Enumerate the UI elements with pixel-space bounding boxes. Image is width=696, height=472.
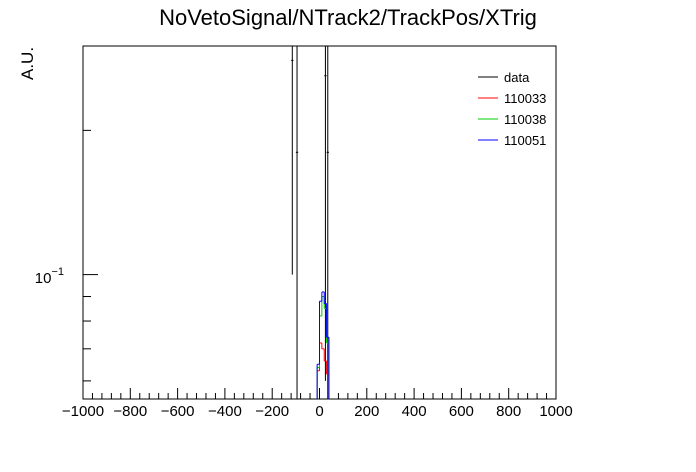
y-tick-exponent: −1 (51, 266, 64, 278)
y-tick-base: 10 (35, 270, 52, 287)
series-110051 (316, 291, 330, 399)
x-tick-label: 600 (449, 403, 474, 420)
legend-label-110051: 110051 (504, 133, 546, 148)
plot-area (291, 46, 330, 399)
x-tick-label: 800 (496, 403, 521, 420)
x-tick-label: 400 (402, 403, 427, 420)
x-tick-label: 1000 (539, 403, 572, 420)
y-axis-label: A.U. (18, 47, 37, 80)
x-tick-label: −400 (208, 403, 242, 420)
legend-label-110038: 110038 (504, 112, 546, 127)
legend-label-110033: 110033 (504, 91, 546, 106)
series-data (291, 46, 329, 399)
x-axis: −1000 −800 −600 −400 −200 0 200 400 600 800 1000 (62, 388, 573, 420)
legend: data 110033 110038 110051 (478, 70, 546, 148)
x-tick-label: 0 (315, 403, 323, 420)
x-tick-label: 200 (354, 403, 379, 420)
x-tick-label: −800 (113, 403, 147, 420)
x-tick-label: −600 (161, 403, 195, 420)
x-tick-label: −200 (255, 403, 289, 420)
y-axis: 10−1 (35, 129, 98, 382)
legend-label-data: data (504, 70, 530, 85)
chart-title: NoVetoSignal/NTrack2/TrackPos/XTrig (159, 5, 537, 30)
y-tick-label-major: 10−1 (35, 266, 64, 287)
x-tick-label: −1000 (62, 403, 104, 420)
